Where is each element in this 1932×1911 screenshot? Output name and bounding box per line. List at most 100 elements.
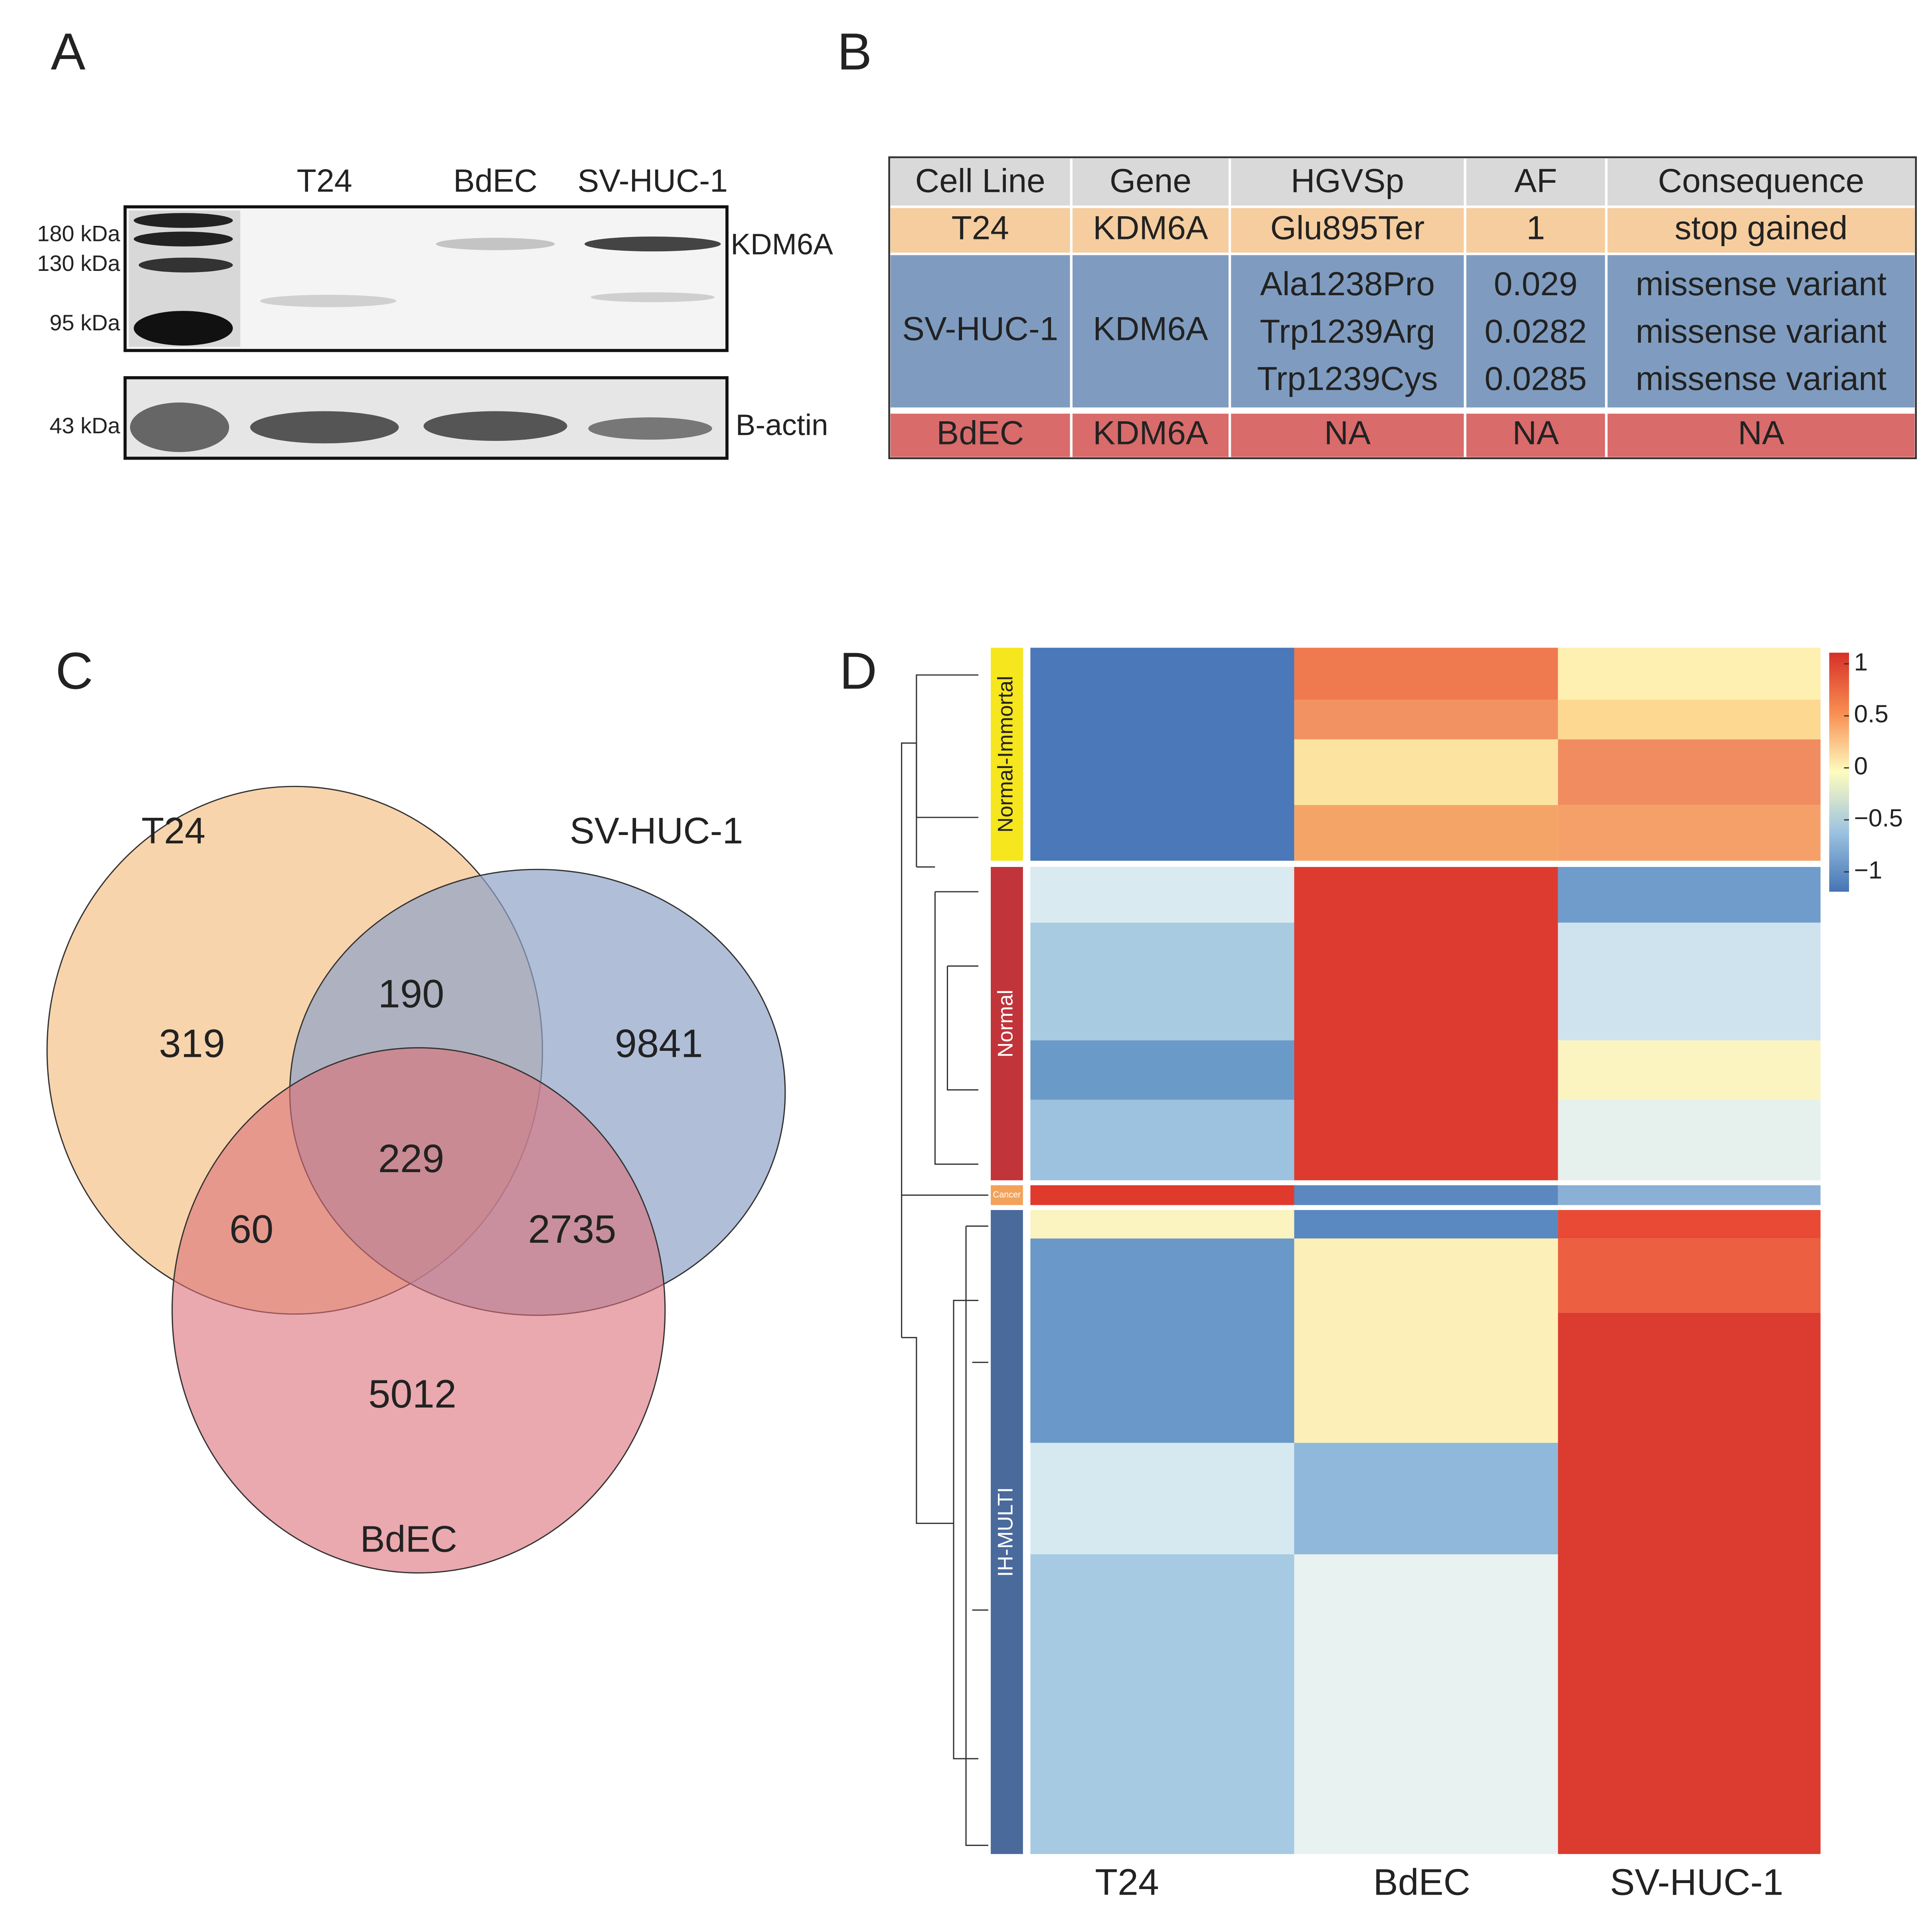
heatmap-block: [1558, 1238, 1821, 1313]
heatmap-block: [1294, 1238, 1558, 1443]
heatmap-block: [1558, 1185, 1821, 1205]
blot: [123, 205, 729, 460]
band: [585, 236, 721, 252]
table-cell-text: missense variant: [1636, 360, 1887, 397]
cluster-label: Normal-Immortal: [994, 676, 1017, 833]
venn-count: 2735: [528, 1207, 616, 1252]
table-frame: [888, 156, 1917, 459]
table-header: Cell Line: [915, 162, 1045, 199]
table-cell: [1605, 205, 1917, 255]
table-cell-text: T24: [951, 209, 1009, 247]
heatmap-block: [1558, 1313, 1821, 1854]
table-cell-text: SV-HUC-1: [902, 310, 1058, 347]
venn-set-label: SV-HUC-1: [570, 810, 743, 851]
table-cell-text: NA: [1738, 414, 1784, 451]
band: [134, 231, 233, 247]
table-cell-text: 0.0285: [1485, 360, 1587, 397]
heatmap-block: [1558, 1040, 1821, 1100]
band: [250, 411, 399, 444]
heatmap-block: [1558, 805, 1821, 861]
table-cell: [1464, 411, 1608, 460]
table-cell: [1070, 205, 1231, 255]
table-cell-text: Glu895Ter: [1270, 209, 1425, 247]
band: [588, 417, 712, 440]
lane-label: SV-HUC-1: [577, 163, 728, 199]
panel-label: A: [51, 22, 85, 81]
cluster-label: Normal: [994, 990, 1017, 1058]
heatmap-block: [1558, 648, 1821, 700]
cluster-label: IH-MULTI: [994, 1487, 1017, 1577]
table-cell: [1070, 253, 1231, 410]
table-cell-text: Trp1239Arg: [1260, 312, 1435, 350]
venn-set-label: T24: [141, 810, 205, 851]
marker-label: 130 kDa: [37, 251, 121, 276]
marker-label: 95 kDa: [49, 310, 121, 335]
band: [591, 292, 715, 302]
heatmap-block: [1030, 1100, 1294, 1181]
venn-count: 5012: [368, 1372, 456, 1416]
panel-label: C: [55, 642, 93, 700]
venn-count: 60: [229, 1207, 273, 1252]
table-cell: [888, 411, 1073, 460]
heatmap-block: [1558, 1210, 1821, 1239]
table-cell-text: missense variant: [1636, 312, 1887, 350]
band: [134, 311, 233, 346]
table-cell-text: missense variant: [1636, 265, 1887, 302]
cluster-bar: [991, 867, 1023, 1181]
table-cell: [1229, 253, 1466, 410]
venn-count: 319: [159, 1021, 225, 1066]
cluster-bar: [991, 1185, 1023, 1205]
table-header: Gene: [1110, 162, 1191, 199]
table-cell: [1605, 253, 1917, 410]
venn-count: 229: [378, 1137, 444, 1181]
heatmap-column-label: T24: [1095, 1861, 1159, 1903]
heatmap-block: [1030, 648, 1294, 861]
heatmap-block: [1030, 1210, 1294, 1239]
cluster-bar: [991, 648, 1023, 861]
heatmap-block: [1030, 867, 1294, 923]
table-cell: [888, 156, 1073, 208]
heatmap-block: [1294, 648, 1558, 700]
table-cell-text: 0.0282: [1485, 312, 1587, 350]
marker-label: 180 kDa: [37, 221, 121, 246]
table-cell-text: stop gained: [1675, 209, 1847, 247]
table-cell-text: NA: [1324, 414, 1371, 451]
heatmap-block: [1030, 1238, 1294, 1443]
table-cell-text: Ala1238Pro: [1260, 265, 1435, 302]
heatmap-block: [1558, 699, 1821, 740]
table-cell-text: NA: [1513, 414, 1559, 451]
table-header: AF: [1514, 162, 1557, 199]
table-cell-text: KDM6A: [1093, 310, 1208, 347]
panel-label: D: [840, 642, 877, 700]
venn-count: 9841: [615, 1021, 703, 1066]
protein-label: B-actin: [736, 409, 828, 442]
heatmap-block: [1294, 1185, 1558, 1205]
band: [138, 257, 233, 272]
cluster-bar: [991, 1210, 1023, 1854]
band: [260, 294, 397, 307]
table-cell-text: 0.029: [1494, 265, 1578, 302]
lane-label: T24: [297, 163, 352, 199]
table-cell-text: BdEC: [936, 414, 1024, 451]
lane-label: BdEC: [453, 163, 537, 199]
protein-label: KDM6A: [731, 227, 833, 261]
heatmap-block: [1030, 1443, 1294, 1554]
heatmap-block: [1294, 1554, 1558, 1854]
table-cell: [1070, 411, 1231, 460]
heatmap-block: [1294, 699, 1558, 740]
heatmap-block: [1030, 1554, 1294, 1854]
band: [130, 402, 229, 452]
table-cell-text: KDM6A: [1093, 209, 1208, 247]
heatmap-column-label: BdEC: [1373, 1861, 1470, 1903]
heatmap-block: [1558, 867, 1821, 923]
colorbar-tick-label: 1: [1854, 648, 1868, 676]
venn-count: 190: [378, 972, 444, 1016]
cluster-label: Cancer: [993, 1189, 1021, 1199]
colorbar-tick-label: 0.5: [1854, 701, 1888, 728]
table-cell: [1229, 205, 1466, 255]
table-cell-text: Trp1239Cys: [1257, 360, 1438, 397]
heatmap-block: [1294, 805, 1558, 861]
band: [436, 238, 555, 251]
